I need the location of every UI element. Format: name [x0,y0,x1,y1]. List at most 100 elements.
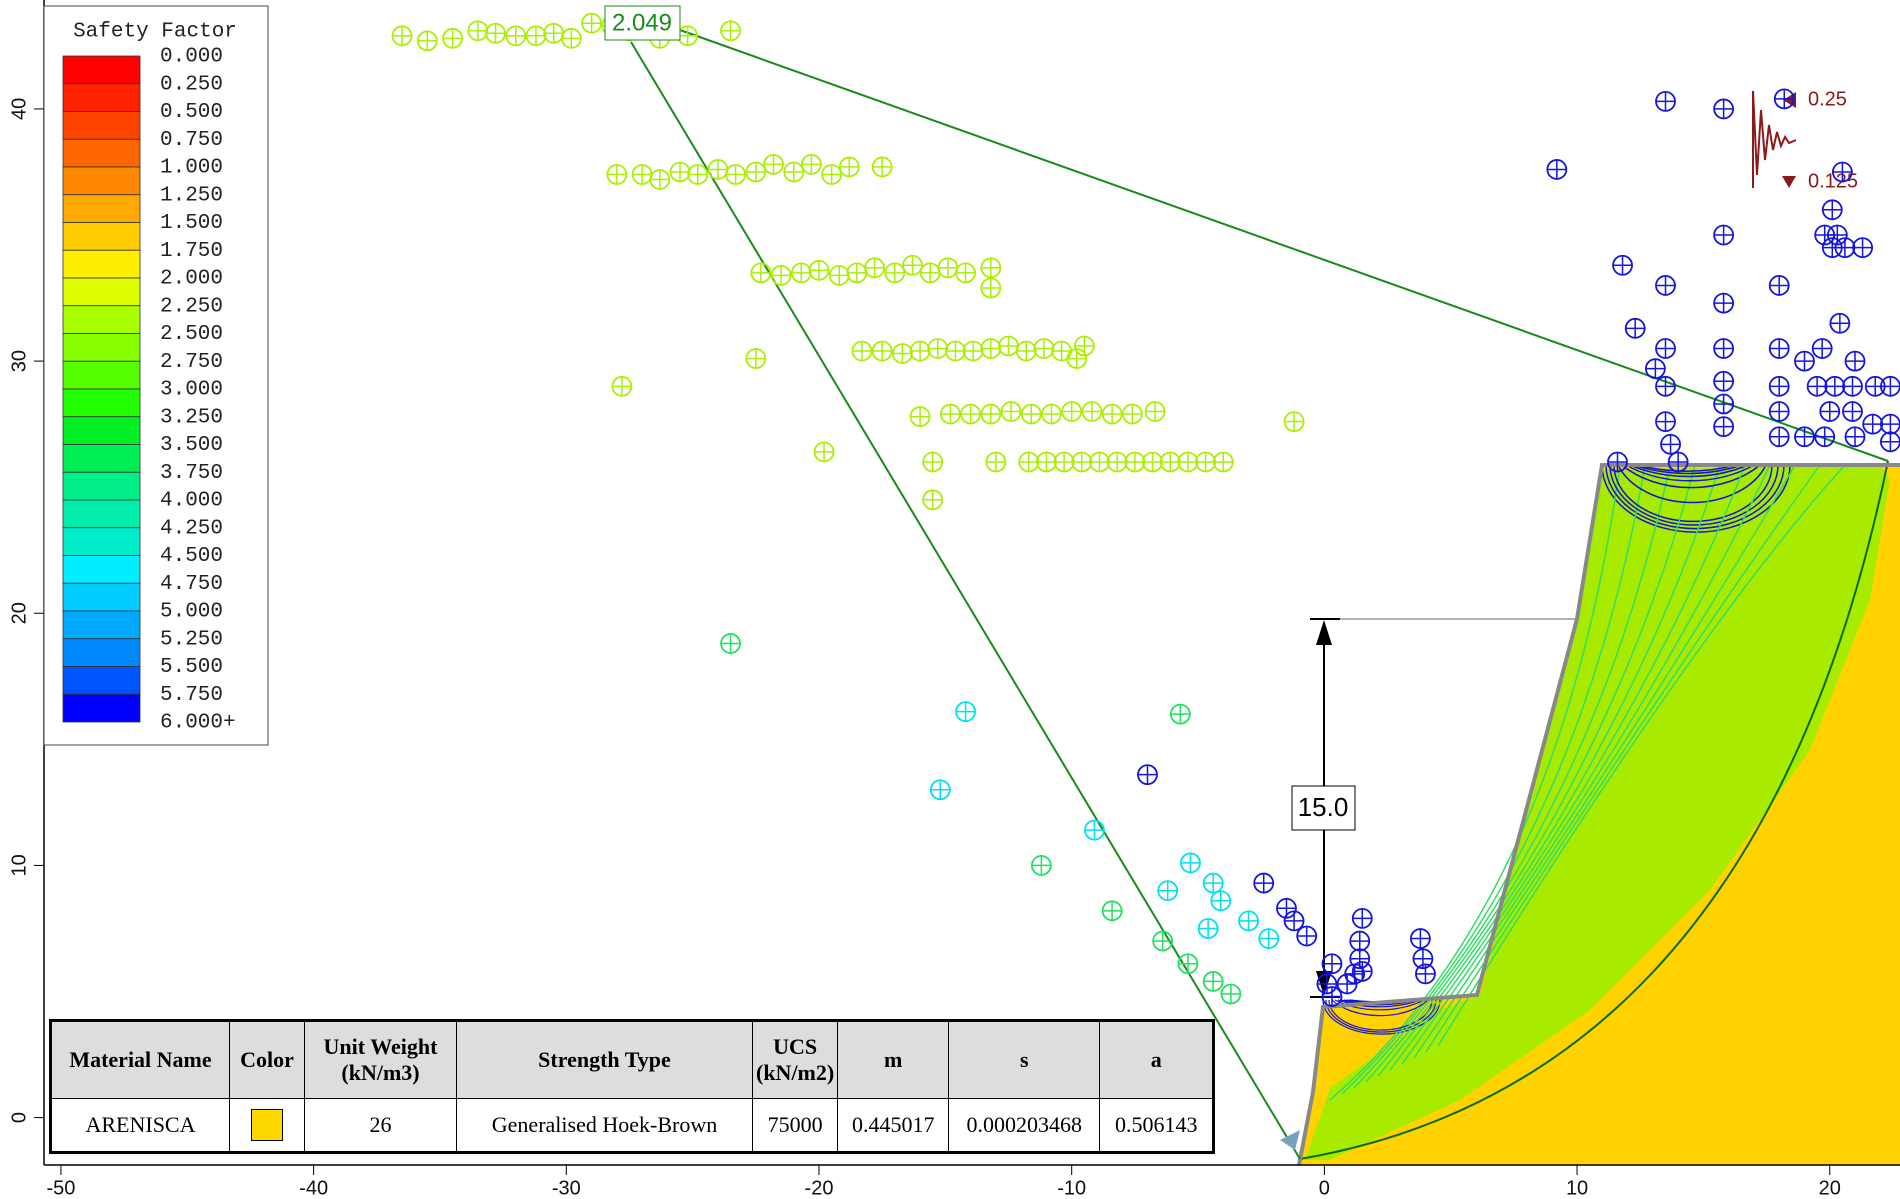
slip-center [1880,413,1900,435]
slip-center [525,25,547,47]
x-tick-label: 0 [1319,1177,1330,1199]
center-cross [1082,402,1102,422]
legend-swatch [62,360,141,390]
center-cross [1021,404,1041,424]
slip-center [1546,159,1568,180]
center-cross [1830,313,1850,333]
slip-center [1829,312,1851,334]
slip-center [927,338,949,359]
slip-center [485,22,506,44]
slip-center [1842,375,1863,397]
center-cross [956,263,976,283]
center-cross [506,26,526,46]
slip-center [1321,953,1343,975]
center-cross [981,258,1001,278]
slip-centers [391,12,1900,1007]
center-cross [1880,376,1900,396]
center-cross [999,336,1019,356]
center-cross [839,157,859,177]
center-cross [956,702,976,722]
slip-center [1033,338,1055,359]
arrow-head [1316,620,1332,645]
slip-center [1821,199,1843,221]
x-tick-label: -10 [1057,1177,1086,1199]
center-cross [1102,404,1122,424]
center-cross [829,265,849,285]
center-cross [1031,855,1051,875]
slip-center [1000,401,1022,422]
center-cross [1089,452,1109,472]
center-cross [1019,452,1039,472]
center-cross [670,162,690,182]
slip-center [1106,451,1128,473]
slip-center [1253,872,1275,894]
slip-arc [1413,464,1796,1059]
center-cross [1259,929,1279,949]
slip-center [1180,852,1201,874]
legend-label: 0.500 [160,101,223,124]
table-header-cell: Strength Type [456,1020,753,1099]
legend-label: 4.500 [160,545,223,568]
legend-label: 3.250 [160,406,223,429]
legend-swatch [62,333,141,362]
table-cell: ARENISCA [50,1098,230,1153]
slip-center [1283,910,1305,932]
slip-center [1030,855,1052,876]
slip-center [1238,910,1259,932]
slip-center [821,164,843,185]
legend-swatch [62,194,141,223]
slip-center [962,340,984,362]
center-cross [1880,414,1900,434]
center-cross [1153,931,1173,951]
center-cross [1794,351,1814,371]
legend-label: 2.750 [160,351,223,374]
center-cross [1625,318,1645,338]
center-cross [1714,394,1734,414]
center-cross [809,260,829,280]
legend-swatch [62,83,141,112]
slip-center [828,264,850,286]
slip-center [1020,403,1042,425]
center-cross [1122,404,1142,424]
slip-arc [1437,464,1846,1047]
legend-label: 3.750 [160,462,223,485]
center-cross [708,159,728,179]
table-cell: Generalised Hoek-Brown [456,1098,753,1153]
slip-center [1036,451,1057,473]
slip-center [505,25,527,47]
legend-label: 3.500 [160,434,223,457]
center-cross [1769,338,1789,358]
slip-center [1862,413,1884,435]
center-cross [1714,99,1734,119]
slip-center [1071,451,1093,473]
center-cross [940,404,960,424]
slip-center [891,343,913,364]
slip-center [1794,350,1815,372]
slope-surface [1297,463,1900,1166]
legend-label: 3.000 [160,379,223,402]
center-cross [1352,908,1372,928]
slip-center [1018,451,1040,473]
slip-center [1101,403,1123,425]
center-cross [1845,351,1865,371]
slip-center [884,262,906,284]
slip-center [801,154,822,175]
legend-swatch [62,444,141,473]
legend-label: 2.250 [160,295,223,318]
center-cross [1794,427,1814,447]
legend-swatch [62,277,141,307]
slip-center [790,262,812,284]
center-cross [1825,376,1845,396]
y-tick-label: 0 [8,1112,30,1123]
center-cross [443,28,463,48]
legend-swatch [62,111,141,140]
slip-center [1655,275,1676,296]
center-cross [726,164,746,184]
slip-center [838,156,860,178]
center-cross [1714,225,1734,245]
slip-center [864,257,885,279]
center-cross [1036,452,1056,472]
dimension-label: 15.0 [1298,792,1349,822]
y-tick-label: 20 [8,602,30,624]
center-cross [1656,91,1675,111]
